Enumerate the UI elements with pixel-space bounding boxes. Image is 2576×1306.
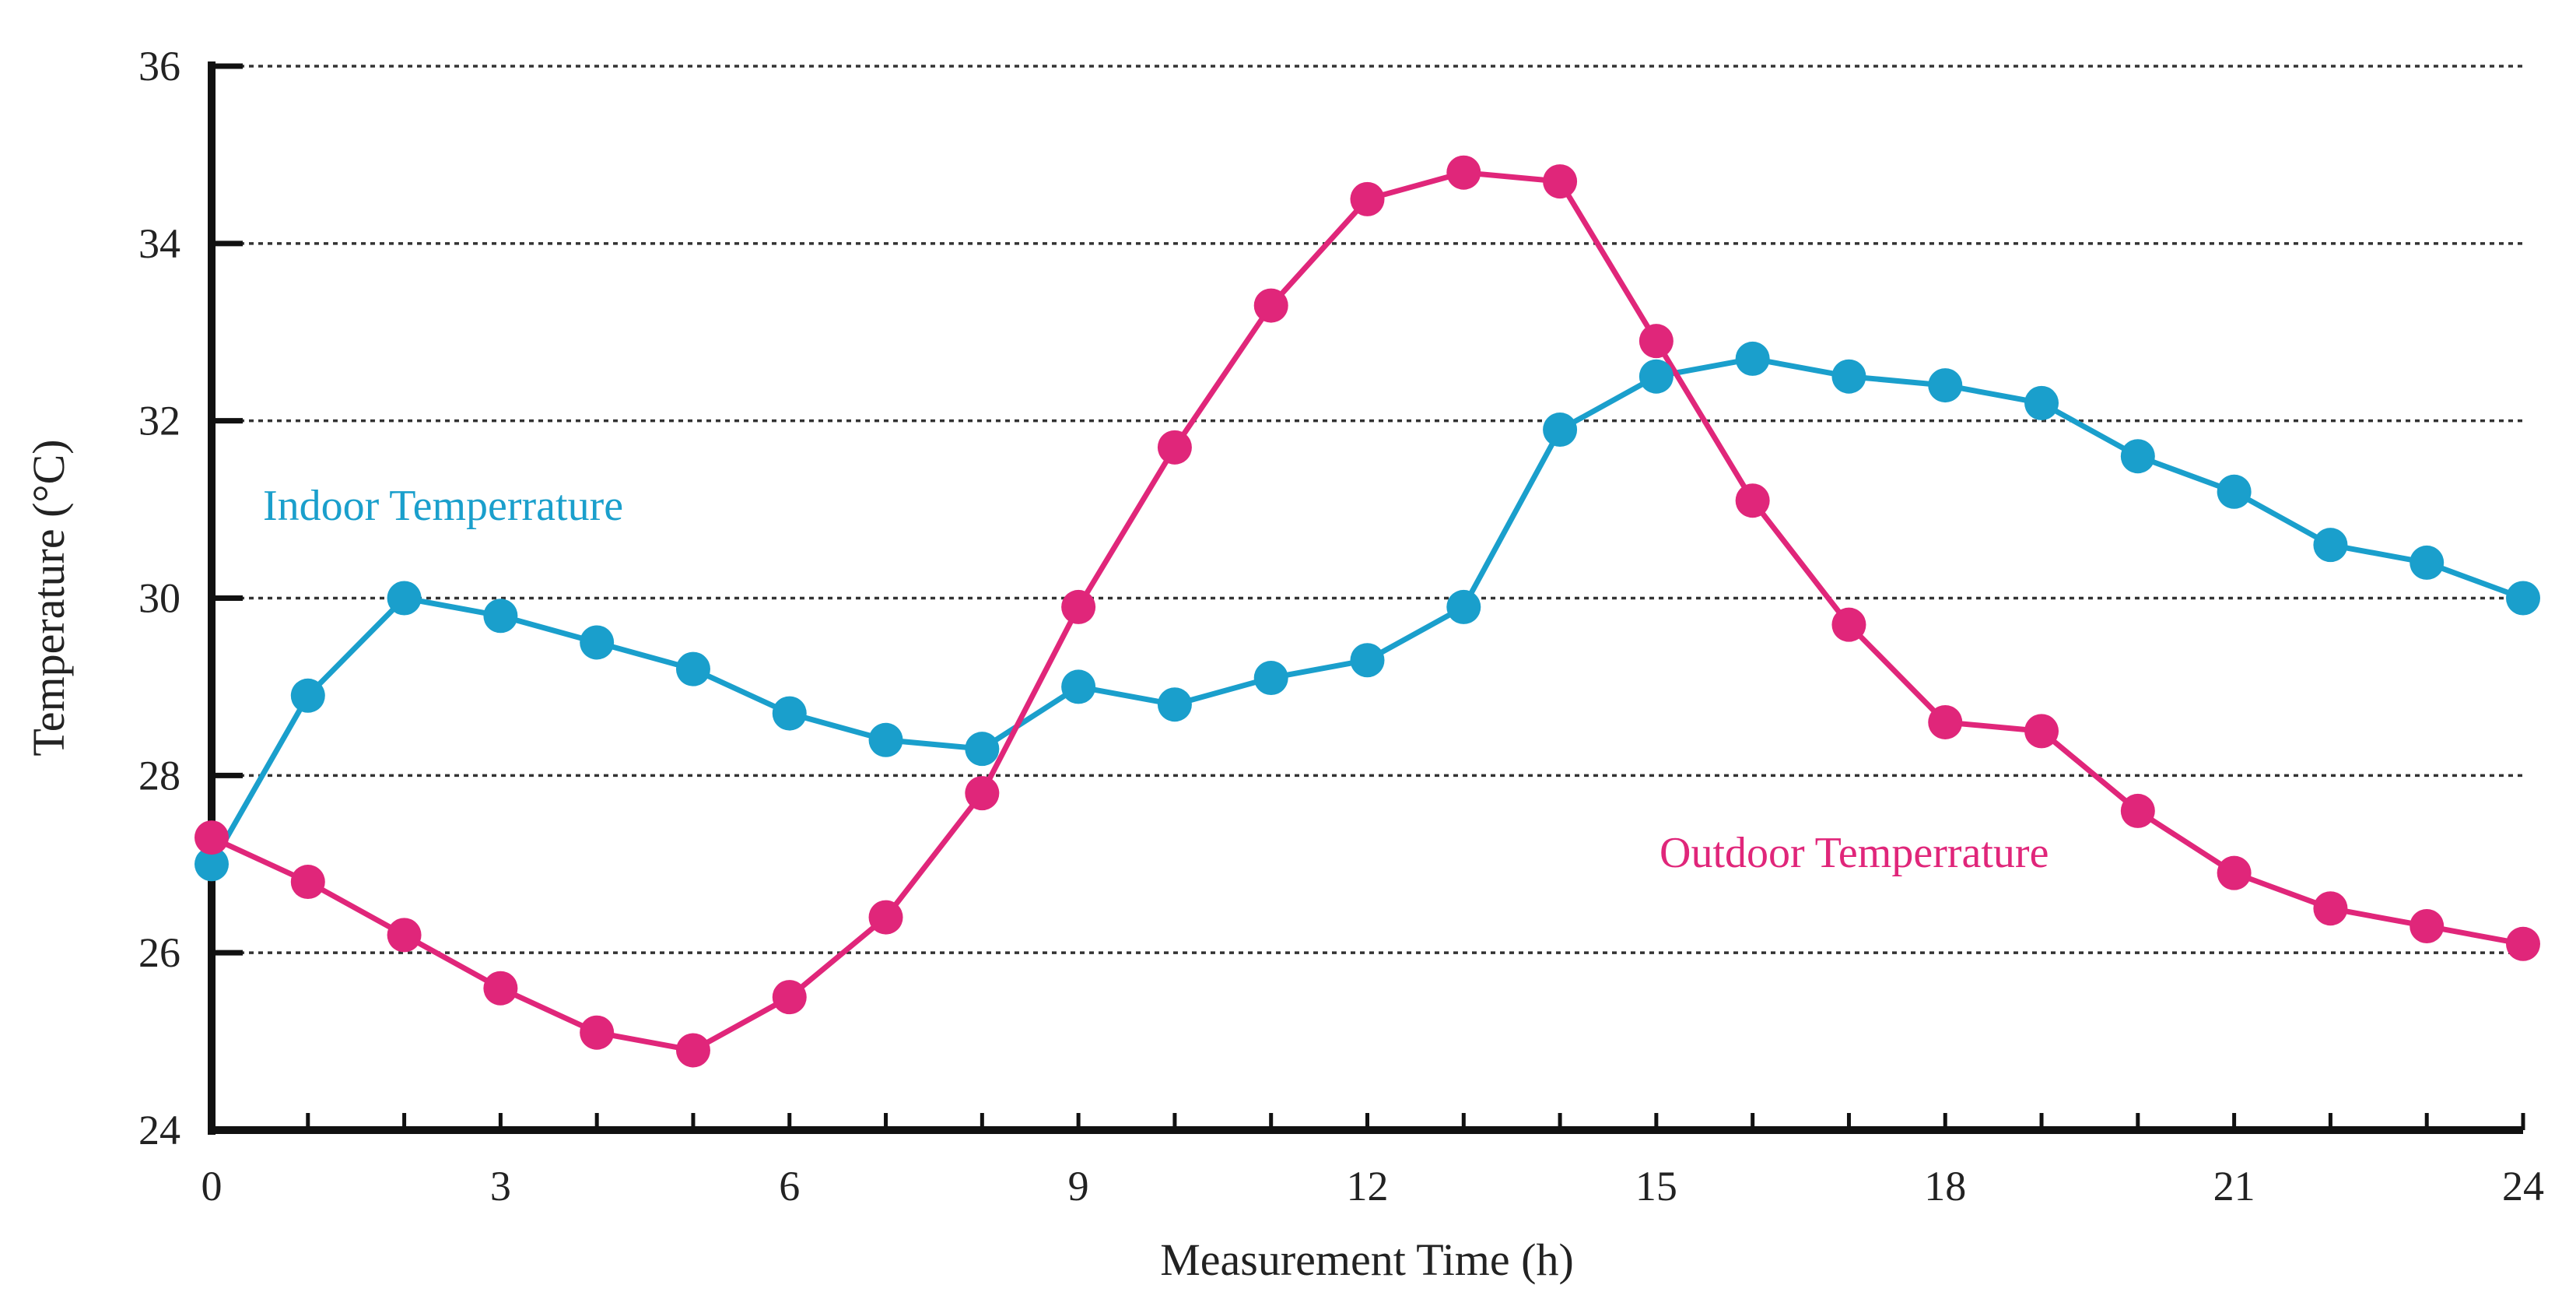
data-point-indoor <box>1157 687 1192 722</box>
y-tick-label: 34 <box>138 220 180 267</box>
data-point-indoor <box>2024 385 2059 420</box>
series-label-outdoor: Outdoor Temperrature <box>1660 829 2049 877</box>
data-point-outdoor <box>1253 288 1288 323</box>
data-point-outdoor <box>387 918 422 953</box>
data-point-indoor <box>965 732 1000 767</box>
series-line-indoor <box>209 356 2525 865</box>
data-point-outdoor <box>772 980 807 1015</box>
x-tick-label: 6 <box>779 1163 800 1209</box>
x-tick-label: 9 <box>1068 1163 1089 1209</box>
data-point-indoor <box>1061 669 1096 704</box>
y-tick-label: 30 <box>138 575 180 622</box>
data-point-outdoor <box>2024 714 2059 749</box>
y-tick-label: 32 <box>138 398 180 444</box>
data-point-outdoor <box>290 865 325 900</box>
data-point-indoor <box>1638 359 1674 394</box>
data-point-indoor <box>675 651 710 686</box>
series-line-outdoor <box>210 170 2524 1053</box>
data-point-outdoor <box>965 776 1000 811</box>
data-point-indoor <box>2120 439 2155 474</box>
data-point-outdoor <box>2506 926 2540 961</box>
data-point-indoor <box>772 696 807 731</box>
data-point-outdoor <box>1831 607 1866 642</box>
data-point-indoor <box>2506 581 2540 616</box>
data-point-outdoor <box>483 971 518 1006</box>
data-point-outdoor <box>195 820 229 855</box>
series-label-indoor: Indoor Temperrature <box>263 482 623 530</box>
data-point-outdoor <box>580 1015 615 1050</box>
data-point-outdoor <box>1350 181 1385 216</box>
y-axis-title: Temperature (°C) <box>23 439 74 756</box>
data-point-indoor <box>1831 359 1866 394</box>
x-tick-label: 18 <box>1924 1163 1966 1209</box>
data-point-indoor <box>2313 528 2348 563</box>
data-point-outdoor <box>1735 483 1770 518</box>
data-point-indoor <box>580 625 615 660</box>
data-point-outdoor <box>2313 891 2348 926</box>
data-point-outdoor <box>675 1033 710 1068</box>
x-tick-label: 0 <box>202 1163 223 1209</box>
series-layer <box>195 155 2540 1068</box>
data-point-indoor <box>1543 413 1578 448</box>
data-point-outdoor <box>1638 324 1674 359</box>
x-tick-label: 15 <box>1635 1163 1677 1209</box>
data-point-outdoor <box>1928 704 1963 739</box>
data-point-outdoor <box>1157 430 1192 465</box>
data-point-outdoor <box>1061 589 1096 624</box>
data-point-outdoor <box>2217 855 2252 890</box>
data-point-indoor <box>1928 368 1963 403</box>
data-point-indoor <box>1350 643 1385 678</box>
data-point-outdoor <box>1543 164 1578 199</box>
data-point-indoor <box>2410 545 2445 580</box>
x-tick-label: 21 <box>2213 1163 2255 1209</box>
y-tick-label: 26 <box>138 929 180 976</box>
y-tick-label: 28 <box>138 752 180 799</box>
data-point-outdoor <box>2410 908 2445 943</box>
y-tick-label: 36 <box>138 43 180 90</box>
data-point-indoor <box>1446 589 1481 624</box>
data-point-outdoor <box>868 900 903 935</box>
gridlines <box>212 65 2523 954</box>
data-point-indoor <box>290 678 325 713</box>
data-point-outdoor <box>1446 155 1481 190</box>
axes <box>208 61 2525 1135</box>
data-point-indoor <box>1735 341 1770 376</box>
data-point-indoor <box>868 722 903 757</box>
y-tick-label: 24 <box>138 1107 180 1153</box>
data-point-indoor <box>483 599 518 634</box>
data-point-indoor <box>1253 661 1288 696</box>
data-point-indoor <box>195 847 229 882</box>
data-point-indoor <box>387 581 422 616</box>
x-tick-label: 24 <box>2502 1163 2544 1209</box>
x-tick-label: 3 <box>490 1163 511 1209</box>
data-point-outdoor <box>2120 793 2155 828</box>
x-tick-label: 12 <box>1347 1163 1389 1209</box>
data-point-indoor <box>2217 474 2252 509</box>
x-axis-title: Measurement Time (h) <box>1160 1234 1574 1285</box>
